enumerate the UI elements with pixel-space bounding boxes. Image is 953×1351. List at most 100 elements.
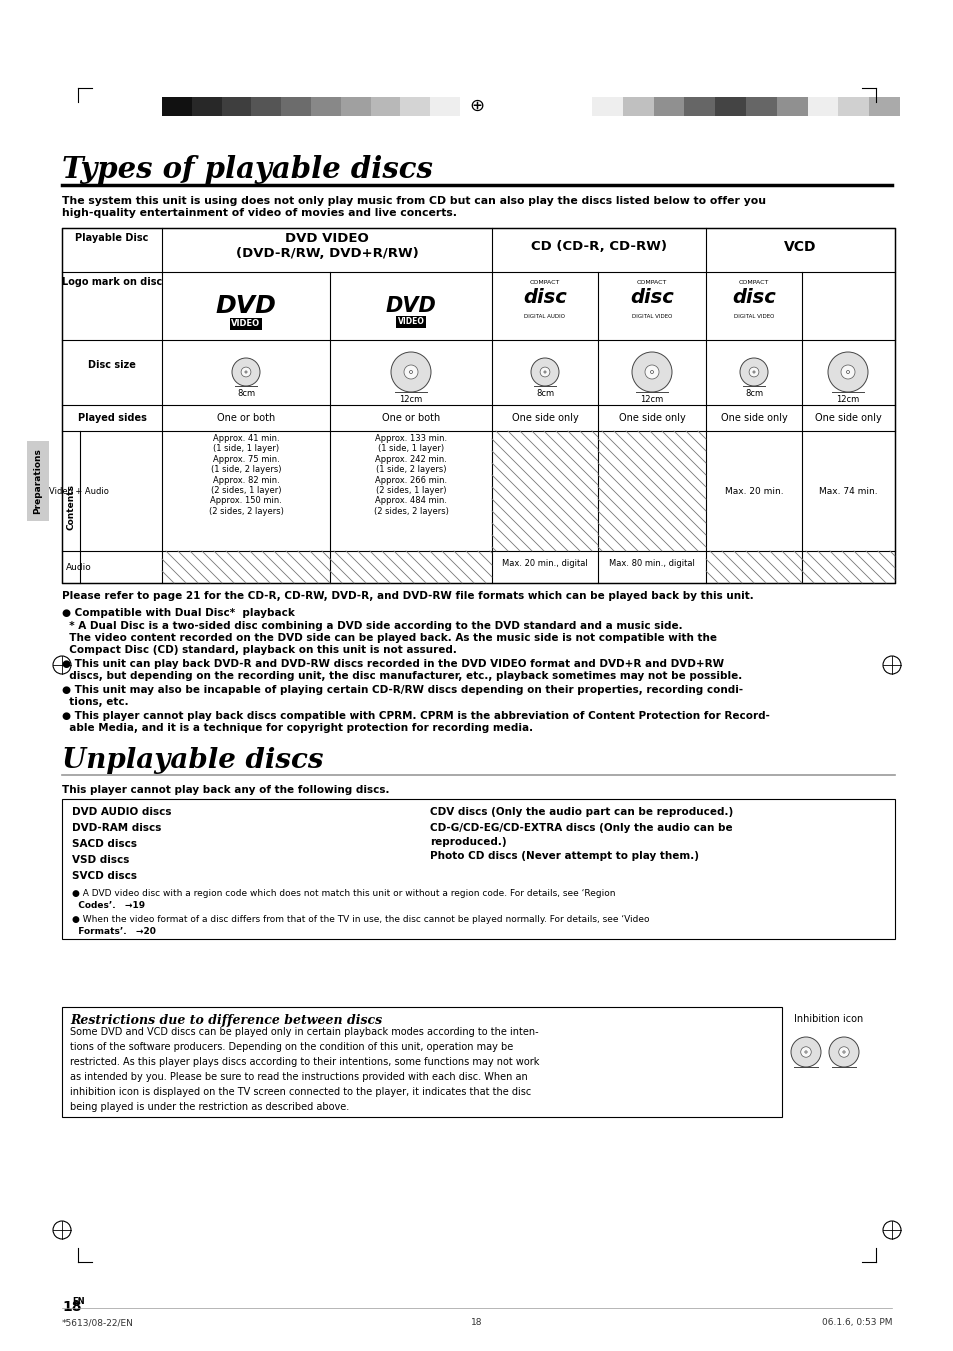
Bar xyxy=(221,97,252,116)
Bar xyxy=(807,97,838,116)
Text: disc: disc xyxy=(731,288,775,307)
Bar xyxy=(622,97,653,116)
Text: The system this unit is using does not only play music from CD but can also play: The system this unit is using does not o… xyxy=(62,196,765,218)
Text: VSD discs: VSD discs xyxy=(71,855,130,865)
Bar xyxy=(400,97,430,116)
Text: Approx. 133 min.
(1 side, 1 layer)
Approx. 242 min.
(1 side, 2 layers)
Approx. 2: Approx. 133 min. (1 side, 1 layer) Appro… xyxy=(374,434,448,516)
Text: ● This player cannot play back discs compatible with CPRM. CPRM is the abbreviat: ● This player cannot play back discs com… xyxy=(62,711,769,721)
Bar xyxy=(430,97,459,116)
Text: disc: disc xyxy=(522,288,566,307)
Text: *5613/08-22/EN: *5613/08-22/EN xyxy=(62,1319,133,1327)
Text: COMPACT: COMPACT xyxy=(637,280,666,285)
Text: Formats’.   →20: Formats’. →20 xyxy=(71,927,155,936)
Text: 12cm: 12cm xyxy=(836,394,859,404)
Ellipse shape xyxy=(539,367,549,377)
Text: SACD discs: SACD discs xyxy=(71,839,137,848)
Text: SVCD discs: SVCD discs xyxy=(71,871,137,881)
Text: DVD VIDEO
(DVD-R/RW, DVD+R/RW): DVD VIDEO (DVD-R/RW, DVD+R/RW) xyxy=(235,232,418,259)
Text: VIDEO: VIDEO xyxy=(232,319,260,328)
Text: The video content recorded on the DVD side can be played back. As the music side: The video content recorded on the DVD si… xyxy=(62,634,717,643)
Text: Photo CD discs (Never attempt to play them.): Photo CD discs (Never attempt to play th… xyxy=(430,851,699,861)
Bar xyxy=(62,228,894,584)
Text: One side only: One side only xyxy=(618,413,684,423)
Text: One side only: One side only xyxy=(511,413,578,423)
Text: CDV discs (Only the audio part can be reproduced.): CDV discs (Only the audio part can be re… xyxy=(430,807,733,817)
Text: This player cannot play back any of the following discs.: This player cannot play back any of the … xyxy=(62,785,389,794)
Text: DIGITAL VIDEO: DIGITAL VIDEO xyxy=(733,313,774,319)
Ellipse shape xyxy=(543,372,545,373)
Text: reproduced.): reproduced.) xyxy=(430,838,506,847)
Text: disc: disc xyxy=(630,288,673,307)
Text: VIDEO: VIDEO xyxy=(232,319,260,328)
Ellipse shape xyxy=(827,353,867,392)
Ellipse shape xyxy=(391,353,431,392)
Text: DVD: DVD xyxy=(215,295,276,317)
Ellipse shape xyxy=(838,1047,848,1058)
Ellipse shape xyxy=(752,372,754,373)
Text: Types of playable discs: Types of playable discs xyxy=(62,155,433,184)
Text: ● This unit can play back DVD-R and DVD-RW discs recorded in the DVD VIDEO forma: ● This unit can play back DVD-R and DVD-… xyxy=(62,659,723,669)
Ellipse shape xyxy=(245,372,247,373)
Ellipse shape xyxy=(631,353,671,392)
Text: discs, but depending on the recording unit, the disc manufacturer, etc., playbac: discs, but depending on the recording un… xyxy=(62,671,741,681)
Text: ● This unit may also be incapable of playing certain CD-R/RW discs depending on : ● This unit may also be incapable of pla… xyxy=(62,685,742,694)
Text: 12cm: 12cm xyxy=(639,394,663,404)
Text: 18: 18 xyxy=(62,1300,81,1315)
Text: VIDEO: VIDEO xyxy=(397,317,424,327)
Text: Approx. 41 min.
(1 side, 1 layer)
Approx. 75 min.
(1 side, 2 layers)
Approx. 82 : Approx. 41 min. (1 side, 1 layer) Approx… xyxy=(209,434,283,516)
Bar xyxy=(838,97,868,116)
Bar xyxy=(683,97,715,116)
Ellipse shape xyxy=(409,370,412,373)
Text: as intended by you. Please be sure to read the instructions provided with each d: as intended by you. Please be sure to re… xyxy=(70,1071,527,1082)
Text: inhibition icon is displayed on the TV screen connected to the player, it indica: inhibition icon is displayed on the TV s… xyxy=(70,1088,531,1097)
Ellipse shape xyxy=(828,1038,858,1067)
Text: 18: 18 xyxy=(471,1319,482,1327)
Text: One side only: One side only xyxy=(814,413,881,423)
Ellipse shape xyxy=(790,1038,821,1067)
Bar xyxy=(653,97,683,116)
Text: COMPACT: COMPACT xyxy=(529,280,559,285)
Text: Played sides: Played sides xyxy=(77,413,146,423)
Ellipse shape xyxy=(531,358,558,386)
Text: Audio: Audio xyxy=(66,562,91,571)
Text: ● When the video format of a disc differs from that of the TV in use, the disc c: ● When the video format of a disc differ… xyxy=(71,915,649,924)
Bar xyxy=(252,97,281,116)
Text: One or both: One or both xyxy=(381,413,439,423)
Bar xyxy=(370,97,400,116)
Bar xyxy=(162,97,192,116)
Ellipse shape xyxy=(403,365,417,380)
Text: DVD AUDIO discs: DVD AUDIO discs xyxy=(71,807,172,817)
Text: * A Dual Disc is a two-sided disc combining a DVD side according to the DVD stan: * A Dual Disc is a two-sided disc combin… xyxy=(62,621,682,631)
Bar xyxy=(62,1006,781,1117)
Text: Contents: Contents xyxy=(67,484,75,530)
Text: Compact Disc (CD) standard, playback on this unit is not assured.: Compact Disc (CD) standard, playback on … xyxy=(62,644,456,655)
Text: ⊕: ⊕ xyxy=(469,97,484,115)
Text: Inhibition icon: Inhibition icon xyxy=(793,1015,862,1024)
Ellipse shape xyxy=(845,370,848,373)
Text: being played is under the restriction as described above.: being played is under the restriction as… xyxy=(70,1102,349,1112)
Ellipse shape xyxy=(740,358,767,386)
Text: Restrictions due to difference between discs: Restrictions due to difference between d… xyxy=(70,1015,382,1027)
Text: Codes’.   →19: Codes’. →19 xyxy=(71,901,145,911)
Text: Disc size: Disc size xyxy=(88,359,135,370)
Text: DIGITAL AUDIO: DIGITAL AUDIO xyxy=(524,313,565,319)
Bar xyxy=(192,97,221,116)
Text: tions, etc.: tions, etc. xyxy=(62,697,129,707)
Text: Max. 20 min., digital: Max. 20 min., digital xyxy=(501,559,587,567)
Text: 8cm: 8cm xyxy=(536,389,554,399)
Ellipse shape xyxy=(748,367,758,377)
Ellipse shape xyxy=(232,358,260,386)
Text: Max. 80 min., digital: Max. 80 min., digital xyxy=(608,559,694,567)
Bar xyxy=(715,97,745,116)
Text: 8cm: 8cm xyxy=(236,389,254,399)
Text: restricted. As this player plays discs according to their intentions, some funct: restricted. As this player plays discs a… xyxy=(70,1056,538,1067)
Ellipse shape xyxy=(241,367,251,377)
Text: 8cm: 8cm xyxy=(744,389,762,399)
Text: Some DVD and VCD discs can be played only in certain playback modes according to: Some DVD and VCD discs can be played onl… xyxy=(70,1027,538,1038)
Text: CD (CD-R, CD-RW): CD (CD-R, CD-RW) xyxy=(531,240,666,253)
Text: 12cm: 12cm xyxy=(399,394,422,404)
Text: COMPACT: COMPACT xyxy=(738,280,768,285)
Bar xyxy=(340,97,370,116)
Bar xyxy=(745,97,776,116)
Ellipse shape xyxy=(804,1051,806,1054)
